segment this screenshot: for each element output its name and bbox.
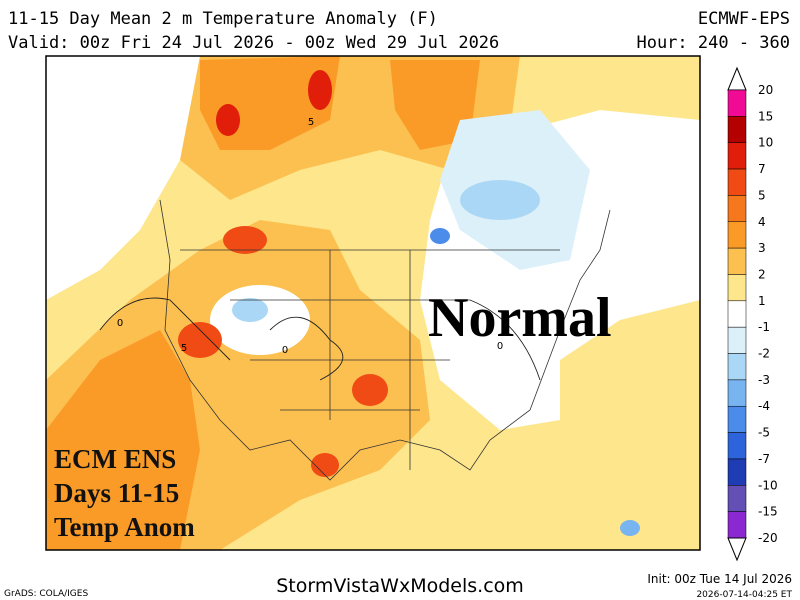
colorbar-swatch [727, 326, 747, 354]
colorbar-swatch [727, 379, 747, 407]
credit: GrADS: COLA/IGES [4, 589, 88, 599]
anomaly-area [210, 285, 310, 355]
coastline [159, 199, 611, 481]
colorbar-label: 1 [758, 294, 766, 308]
init-time: Init: 00z Tue 14 Jul 2026 [647, 572, 792, 586]
site: StormVistaWxModels.com [276, 575, 524, 597]
colorbar-swatch [727, 432, 747, 460]
contour-label: 5 [308, 117, 314, 128]
colorbar-label: -20 [758, 531, 778, 545]
colorbar: 20 15 10 7 5 4 3 2 1 -1 -2 -3 -4 -5 -7 -10 -15 -20 [727, 66, 778, 562]
contour-label: 0 [117, 318, 123, 329]
map-label: Temp Anom [54, 512, 195, 542]
colorbar-arrow [727, 66, 747, 91]
colorbar-arrow [727, 537, 747, 562]
anomaly-area [223, 226, 267, 254]
anomaly-area [46, 56, 200, 300]
colorbar-label: 20 [758, 83, 773, 97]
hour-range: Hour: 240 - 360 [636, 33, 790, 53]
colorbar-label: -15 [758, 505, 778, 519]
boundary [180, 249, 560, 470]
map: Normal ECM ENS Days 11-15 Temp Anom 5 5 0 0… [45, 55, 701, 551]
colorbar-swatch [727, 485, 747, 512]
anomaly-area [352, 374, 388, 406]
colorbar-swatch [727, 353, 747, 381]
map-label: ECM ENS [54, 444, 176, 474]
anomaly-area [620, 520, 640, 536]
contour [99, 297, 541, 381]
colorbar-label: 4 [758, 215, 766, 229]
colorbar-swatch [727, 168, 747, 196]
anomaly-area [430, 228, 450, 244]
colorbar-swatch [727, 247, 747, 275]
colorbar-label: 5 [758, 188, 766, 202]
colorbar-label: -7 [758, 452, 770, 466]
colorbar-label: -10 [758, 478, 778, 492]
anomaly-area [232, 298, 268, 322]
model: ECMWF-EPS [698, 9, 790, 29]
colorbar-swatch [727, 458, 747, 486]
colorbar-label: 7 [758, 162, 766, 176]
anomaly-area [460, 180, 540, 220]
contour-labels: 5 5 0 0 0 [117, 117, 503, 356]
anomaly-area [311, 453, 339, 477]
anomaly-area [178, 322, 222, 358]
colorbar-swatch [727, 221, 747, 249]
colorbar-swatch [727, 142, 747, 170]
title: 11-15 Day Mean 2 m Temperature Anomaly (… [8, 9, 438, 29]
colorbar-swatch [727, 116, 747, 143]
annotation: Normal [428, 287, 612, 349]
colorbar-label: -5 [758, 426, 770, 440]
colorbar-swatch [727, 274, 747, 302]
colorbar-label: 3 [758, 241, 766, 255]
valid-time: Valid: 00z Fri 24 Jul 2026 - 00z Wed 29 … [8, 33, 499, 53]
colorbar-label: 15 [758, 109, 773, 123]
colorbar-swatch [727, 89, 747, 117]
colorbar-swatch [727, 405, 747, 433]
contour-label: 5 [181, 343, 187, 354]
timestamp: 2026-07-14-04:25 ET [696, 590, 792, 600]
map-label: Days 11-15 [54, 478, 179, 508]
anomaly-area [308, 70, 332, 110]
colorbar-label: -4 [758, 399, 770, 413]
colorbar-swatch [727, 511, 747, 539]
map-frame [45, 55, 701, 551]
colorbar-swatch [727, 195, 747, 223]
colorbar-label: 10 [758, 136, 773, 150]
colorbar-label: -1 [758, 320, 770, 334]
colorbar-label: 2 [758, 267, 766, 281]
colorbar-label: -2 [758, 347, 770, 361]
contour-label: 0 [497, 341, 503, 352]
colorbar-swatch [727, 300, 747, 328]
anomaly-area [46, 330, 200, 550]
anomaly-area [216, 104, 240, 136]
contour-label: 0 [282, 345, 288, 356]
colorbar-label: -3 [758, 373, 770, 387]
